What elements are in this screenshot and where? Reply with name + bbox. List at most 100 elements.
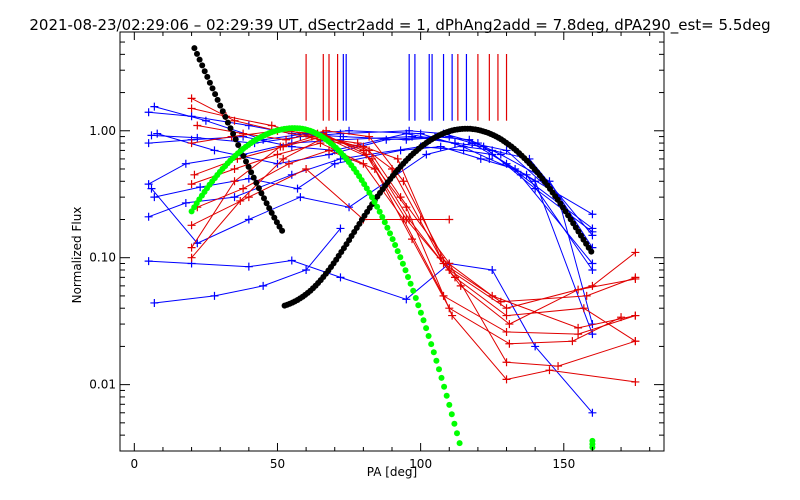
black-curve-point bbox=[230, 130, 237, 137]
blue-series-point bbox=[144, 139, 153, 148]
blue-series-point bbox=[302, 266, 311, 275]
blue-series-point bbox=[422, 150, 431, 159]
vertical-markers bbox=[305, 54, 508, 121]
green-curve-point bbox=[399, 260, 406, 267]
blue-series-point bbox=[496, 150, 505, 159]
red-series-point bbox=[545, 366, 554, 375]
black-curve-point bbox=[214, 96, 221, 103]
black-curve-point bbox=[255, 185, 262, 192]
black-curve-point bbox=[243, 158, 249, 165]
black-curve-point bbox=[201, 68, 208, 75]
red-series-point bbox=[284, 159, 293, 168]
green-curve-point bbox=[430, 349, 437, 356]
black-curve-point bbox=[212, 91, 219, 98]
red-series-point bbox=[579, 304, 588, 313]
red-series-point bbox=[187, 94, 196, 103]
black-curve-point bbox=[273, 219, 280, 226]
red-series-point bbox=[574, 330, 583, 339]
chart-title: 2021-08-23/02:29:06 – 02:29:39 UT, dSect… bbox=[29, 16, 771, 34]
red-series-point bbox=[365, 146, 374, 155]
black-curve-point bbox=[224, 119, 231, 126]
y-axis-label: Normalized Flux bbox=[70, 207, 84, 304]
blue-series-point bbox=[402, 129, 411, 138]
red-series-point bbox=[588, 281, 597, 290]
blue-series-point bbox=[476, 154, 485, 163]
blue-series-point bbox=[408, 132, 417, 141]
black-curve-point bbox=[204, 73, 211, 80]
black-curve-point bbox=[268, 209, 275, 216]
y-tick-label: 0.01 bbox=[89, 378, 116, 392]
blue-series-point bbox=[181, 159, 190, 168]
green-curve-point bbox=[425, 333, 432, 339]
red-series-point bbox=[362, 150, 371, 159]
red-series-point bbox=[230, 177, 239, 186]
x-tick-label: 100 bbox=[409, 457, 432, 471]
green-curve-point bbox=[451, 420, 458, 427]
black-curve-point bbox=[588, 248, 595, 255]
green-curve-point bbox=[410, 287, 417, 294]
green-curve-point bbox=[412, 295, 419, 301]
green-curve-point bbox=[361, 181, 368, 188]
blue-series-point bbox=[144, 180, 153, 189]
black-curve-point bbox=[245, 163, 252, 170]
blue-series-point bbox=[488, 150, 497, 159]
red-series-point bbox=[445, 259, 454, 268]
red-series-point bbox=[408, 235, 417, 244]
green-curve-point bbox=[366, 189, 373, 196]
green-curve-point bbox=[456, 440, 463, 447]
red-series-point bbox=[276, 142, 285, 151]
red-series-point bbox=[448, 311, 457, 320]
blue-series-point bbox=[382, 135, 391, 144]
blue-series-point bbox=[293, 184, 302, 193]
green-curve-point bbox=[454, 430, 460, 437]
blue-series-point bbox=[193, 133, 202, 142]
green-curve-point bbox=[371, 199, 378, 205]
black-curve-point bbox=[240, 153, 247, 159]
blue-series-point bbox=[244, 121, 253, 130]
black-curve-point bbox=[232, 136, 239, 143]
blue-series-point bbox=[436, 142, 445, 151]
red-series-point bbox=[554, 362, 563, 371]
blue-series-line bbox=[148, 259, 593, 414]
red-series-point bbox=[631, 377, 640, 386]
red-series-point bbox=[505, 320, 514, 329]
green-curve-point bbox=[428, 341, 435, 348]
red-series-point bbox=[187, 243, 196, 252]
red-series-point bbox=[187, 253, 196, 262]
blue-series-point bbox=[273, 159, 282, 168]
blue-series-point bbox=[144, 212, 153, 221]
black-model-curve bbox=[191, 45, 595, 309]
blue-series-point bbox=[588, 227, 597, 236]
green-curve-point bbox=[402, 267, 409, 274]
red-series-point bbox=[399, 177, 408, 186]
black-curve-point bbox=[279, 227, 286, 234]
blue-series-point bbox=[531, 342, 540, 351]
green-curve-point bbox=[407, 280, 414, 287]
blue-series-point bbox=[144, 108, 153, 117]
x-tick-label: 150 bbox=[552, 457, 575, 471]
red-series-point bbox=[187, 180, 196, 189]
blue-series-point bbox=[201, 116, 210, 125]
green-curve-point bbox=[441, 383, 448, 390]
x-tick-label: 0 bbox=[130, 457, 138, 471]
red-series-point bbox=[393, 154, 402, 163]
red-series-point bbox=[631, 274, 640, 283]
red-series-line bbox=[191, 136, 636, 367]
blue-series-point bbox=[153, 129, 162, 138]
blue-series-point bbox=[336, 273, 345, 282]
blue-series-point bbox=[150, 102, 159, 111]
red-series-point bbox=[279, 154, 288, 163]
black-curve-point bbox=[194, 50, 200, 57]
red-series-point bbox=[416, 215, 425, 224]
red-series-point bbox=[502, 327, 511, 336]
black-curve-point bbox=[271, 214, 278, 221]
black-curve-point bbox=[227, 125, 234, 132]
blue-series-point bbox=[230, 193, 239, 202]
black-curve-point bbox=[222, 113, 229, 120]
blue-series-point bbox=[468, 139, 477, 148]
red-series-point bbox=[502, 304, 511, 313]
blue-series-point bbox=[244, 215, 253, 224]
black-curve-point bbox=[235, 142, 242, 148]
y-tick-label: 0.10 bbox=[89, 251, 116, 265]
blue-series-point bbox=[502, 146, 511, 155]
